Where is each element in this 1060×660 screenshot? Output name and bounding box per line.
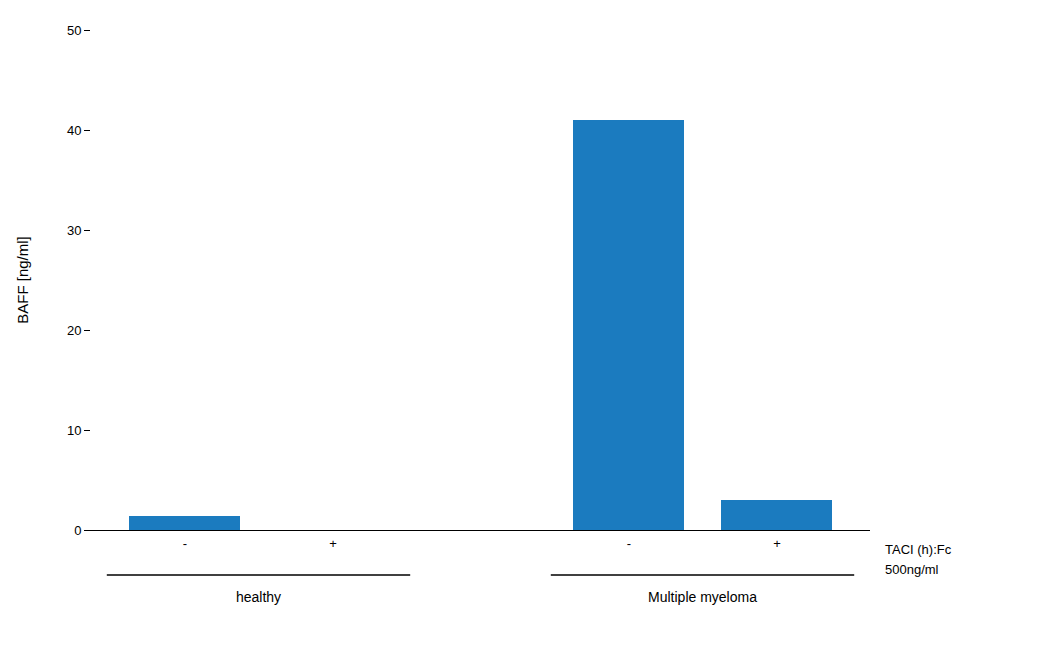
svg-text:10: 10 xyxy=(67,423,81,438)
svg-text:+: + xyxy=(329,536,337,551)
svg-text:-: - xyxy=(183,536,187,551)
svg-text:+: + xyxy=(773,536,781,551)
svg-text:healthy: healthy xyxy=(236,589,281,605)
svg-text:500ng/ml: 500ng/ml xyxy=(885,562,939,577)
svg-text:30: 30 xyxy=(67,223,81,238)
svg-text:-: - xyxy=(627,536,631,551)
svg-text:Multiple myeloma: Multiple myeloma xyxy=(648,589,757,605)
svg-text:20: 20 xyxy=(67,323,81,338)
svg-text:0: 0 xyxy=(74,523,81,538)
svg-text:50: 50 xyxy=(67,23,81,38)
svg-text:40: 40 xyxy=(67,123,81,138)
svg-text:BAFF [ng/ml]: BAFF [ng/ml] xyxy=(14,236,31,324)
svg-text:TACI (h):Fc: TACI (h):Fc xyxy=(885,542,952,557)
